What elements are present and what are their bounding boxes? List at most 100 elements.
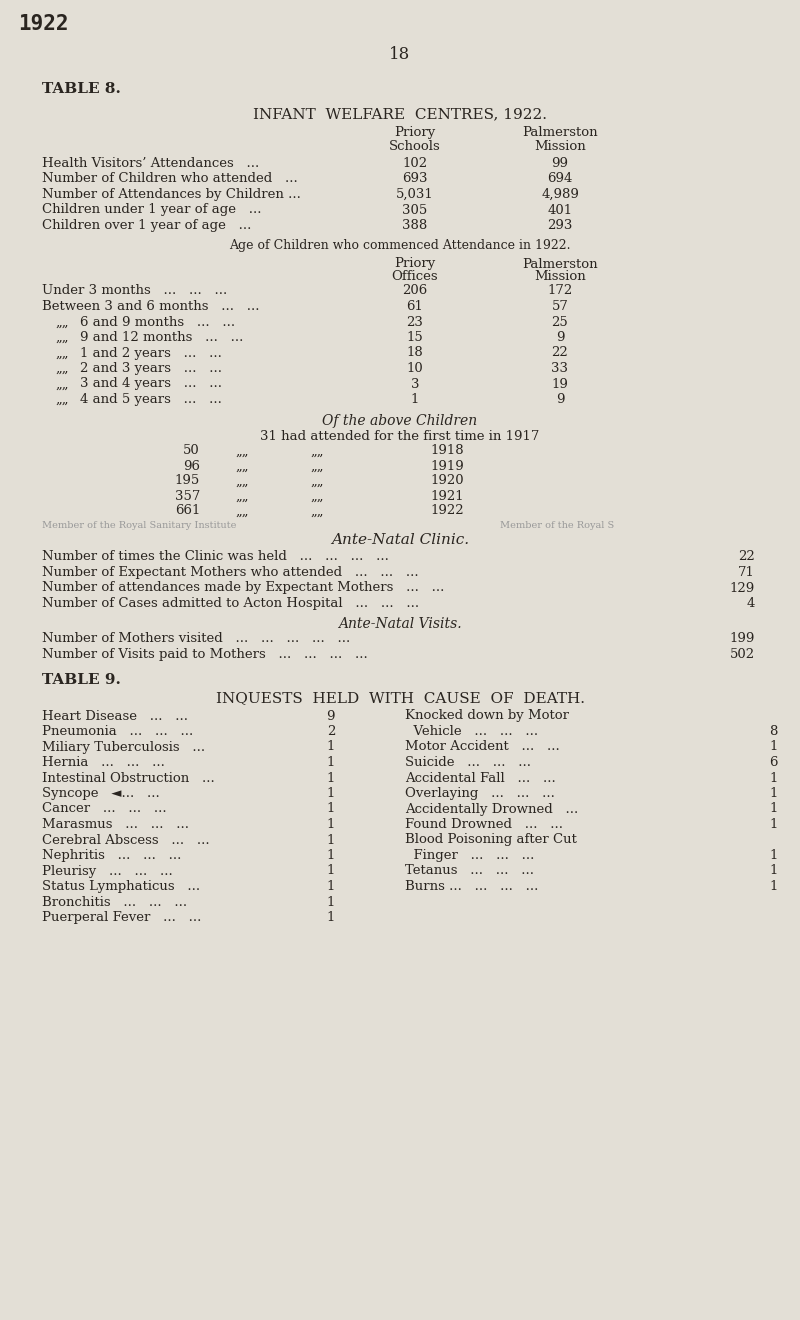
Text: Puerperal Fever   ...   ...: Puerperal Fever ... ...: [42, 911, 202, 924]
Text: 4: 4: [746, 597, 755, 610]
Text: 195: 195: [174, 474, 200, 487]
Text: Hernia   ...   ...   ...: Hernia ... ... ...: [42, 756, 165, 770]
Text: 33: 33: [551, 362, 569, 375]
Text: 25: 25: [552, 315, 568, 329]
Text: Under 3 months   ...   ...   ...: Under 3 months ... ... ...: [42, 285, 227, 297]
Text: Ante-Natal Visits.: Ante-Natal Visits.: [338, 616, 462, 631]
Text: Accidental Fall   ...   ...: Accidental Fall ... ...: [405, 771, 556, 784]
Text: Health Visitors’ Attendances   ...: Health Visitors’ Attendances ...: [42, 157, 259, 170]
Text: 1: 1: [770, 880, 778, 894]
Text: Mission: Mission: [534, 140, 586, 153]
Text: 1: 1: [326, 865, 335, 878]
Text: 661: 661: [174, 504, 200, 517]
Text: 31 had attended for the first time in 1917: 31 had attended for the first time in 19…: [260, 429, 540, 442]
Text: Number of Children who attended   ...: Number of Children who attended ...: [42, 173, 298, 186]
Text: 22: 22: [552, 346, 568, 359]
Text: Member of the Royal S: Member of the Royal S: [500, 521, 614, 531]
Text: Ante-Natal Clinic.: Ante-Natal Clinic.: [331, 533, 469, 548]
Text: 1: 1: [770, 818, 778, 832]
Text: Palmerston: Palmerston: [522, 125, 598, 139]
Text: 401: 401: [547, 203, 573, 216]
Text: 172: 172: [547, 285, 573, 297]
Text: 1: 1: [770, 803, 778, 816]
Text: 1: 1: [770, 787, 778, 800]
Text: 3: 3: [410, 378, 419, 391]
Text: 50: 50: [183, 445, 200, 458]
Text: Mission: Mission: [534, 271, 586, 284]
Text: Offices: Offices: [392, 271, 438, 284]
Text: 502: 502: [730, 648, 755, 661]
Text: Miliary Tuberculosis   ...: Miliary Tuberculosis ...: [42, 741, 205, 754]
Text: 3 and 4 years   ...   ...: 3 and 4 years ... ...: [80, 378, 222, 391]
Text: 1: 1: [326, 787, 335, 800]
Text: Children under 1 year of age   ...: Children under 1 year of age ...: [42, 203, 262, 216]
Text: 129: 129: [730, 582, 755, 594]
Text: 206: 206: [402, 285, 428, 297]
Text: 1919: 1919: [430, 459, 464, 473]
Text: „„: „„: [235, 504, 249, 517]
Text: 1: 1: [770, 865, 778, 878]
Text: Overlaying   ...   ...   ...: Overlaying ... ... ...: [405, 787, 555, 800]
Text: „„: „„: [235, 459, 249, 473]
Text: Syncope   ◄...   ...: Syncope ◄... ...: [42, 787, 160, 800]
Text: 9: 9: [556, 393, 564, 407]
Text: Heart Disease   ...   ...: Heart Disease ... ...: [42, 710, 188, 722]
Text: „„: „„: [55, 393, 69, 407]
Text: 1: 1: [326, 833, 335, 846]
Text: 1: 1: [326, 911, 335, 924]
Text: INFANT  WELFARE  CENTRES, 1922.: INFANT WELFARE CENTRES, 1922.: [253, 107, 547, 121]
Text: 102: 102: [402, 157, 427, 170]
Text: Knocked down by Motor: Knocked down by Motor: [405, 710, 569, 722]
Text: 1: 1: [326, 818, 335, 832]
Text: Pleurisy   ...   ...   ...: Pleurisy ... ... ...: [42, 865, 173, 878]
Text: 23: 23: [406, 315, 423, 329]
Text: 1921: 1921: [430, 490, 464, 503]
Text: „„: „„: [235, 490, 249, 503]
Text: 4,989: 4,989: [541, 187, 579, 201]
Text: 199: 199: [730, 632, 755, 645]
Text: 388: 388: [402, 219, 428, 232]
Text: 9 and 12 months   ...   ...: 9 and 12 months ... ...: [80, 331, 243, 345]
Text: „„: „„: [310, 504, 323, 517]
Text: 693: 693: [402, 173, 428, 186]
Text: 1920: 1920: [430, 474, 464, 487]
Text: 99: 99: [551, 157, 569, 170]
Text: 18: 18: [406, 346, 423, 359]
Text: Number of times the Clinic was held   ...   ...   ...   ...: Number of times the Clinic was held ... …: [42, 550, 389, 564]
Text: 9: 9: [326, 710, 335, 722]
Text: „„: „„: [55, 315, 69, 329]
Text: Number of Attendances by Children ...: Number of Attendances by Children ...: [42, 187, 301, 201]
Text: 4 and 5 years   ...   ...: 4 and 5 years ... ...: [80, 393, 222, 407]
Text: 8: 8: [770, 725, 778, 738]
Text: Pneumonia   ...   ...   ...: Pneumonia ... ... ...: [42, 725, 194, 738]
Text: Cerebral Abscess   ...   ...: Cerebral Abscess ... ...: [42, 833, 210, 846]
Text: Number of Cases admitted to Acton Hospital   ...   ...   ...: Number of Cases admitted to Acton Hospit…: [42, 597, 419, 610]
Text: Found Drowned   ...   ...: Found Drowned ... ...: [405, 818, 563, 832]
Text: Age of Children who commenced Attendance in 1922.: Age of Children who commenced Attendance…: [230, 239, 570, 252]
Text: 1: 1: [411, 393, 419, 407]
Text: Accidentally Drowned   ...: Accidentally Drowned ...: [405, 803, 578, 816]
Text: 6 and 9 months   ...   ...: 6 and 9 months ... ...: [80, 315, 235, 329]
Text: Bronchitis   ...   ...   ...: Bronchitis ... ... ...: [42, 895, 187, 908]
Text: 15: 15: [406, 331, 423, 345]
Text: 61: 61: [406, 300, 423, 313]
Text: INQUESTS  HELD  WITH  CAUSE  OF  DEATH.: INQUESTS HELD WITH CAUSE OF DEATH.: [215, 692, 585, 705]
Text: 1: 1: [770, 741, 778, 754]
Text: 1: 1: [770, 771, 778, 784]
Text: „„: „„: [55, 346, 69, 359]
Text: 71: 71: [738, 566, 755, 579]
Text: Number of Expectant Mothers who attended   ...   ...   ...: Number of Expectant Mothers who attended…: [42, 566, 418, 579]
Text: 357: 357: [174, 490, 200, 503]
Text: Children over 1 year of age   ...: Children over 1 year of age ...: [42, 219, 251, 232]
Text: „„: „„: [235, 445, 249, 458]
Text: 1: 1: [770, 849, 778, 862]
Text: Finger   ...   ...   ...: Finger ... ... ...: [405, 849, 534, 862]
Text: 1: 1: [326, 895, 335, 908]
Text: Intestinal Obstruction   ...: Intestinal Obstruction ...: [42, 771, 214, 784]
Text: 6: 6: [770, 756, 778, 770]
Text: Tetanus   ...   ...   ...: Tetanus ... ... ...: [405, 865, 534, 878]
Text: 1922: 1922: [18, 15, 69, 34]
Text: 1: 1: [326, 849, 335, 862]
Text: Between 3 and 6 months   ...   ...: Between 3 and 6 months ... ...: [42, 300, 259, 313]
Text: 694: 694: [547, 173, 573, 186]
